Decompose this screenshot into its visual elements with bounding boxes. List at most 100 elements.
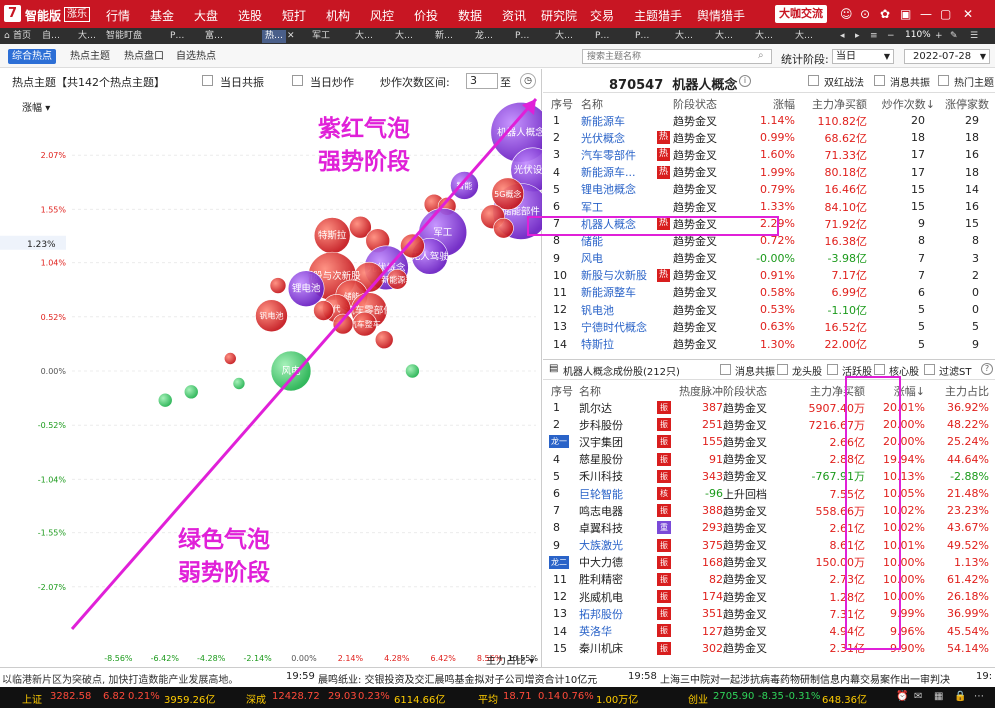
settings-icon[interactable]: ✿ [880, 7, 891, 21]
theme-search-input[interactable] [582, 49, 772, 64]
theme-row[interactable]: 9 风电 趋势金叉 -0.00% -3.98亿 7 3 [543, 250, 989, 267]
bubble-circle[interactable] [400, 233, 425, 259]
edition-badge[interactable]: 涨乐 [64, 7, 90, 22]
tab-16[interactable]: P… [635, 31, 650, 41]
stock-row[interactable]: 6 巨轮智能 核 -96 上升回档 7.55亿 10.05% 21.48% [543, 485, 989, 502]
minimize-icon[interactable]: — [920, 7, 932, 21]
search-icon[interactable]: ⌕ [758, 50, 764, 61]
theme-header-5[interactable]: 炒作次数↓ [881, 97, 935, 111]
bubble-circle[interactable] [313, 300, 334, 321]
stock-row-name[interactable]: 大族激光 [579, 539, 623, 553]
home-icon[interactable]: ⌂ [4, 31, 10, 41]
checkbox-filter-st[interactable] [924, 364, 935, 375]
theme-bubble[interactable]: 新能源车 [381, 268, 413, 290]
menu-jijin[interactable]: 基金 [150, 9, 175, 23]
tab-12[interactable]: 龙… [475, 31, 494, 41]
tab-8[interactable]: 军工 [312, 31, 331, 41]
menu-zhuti[interactable]: 主题猎手 [634, 9, 683, 23]
menu-xuangu[interactable]: 选股 [238, 9, 263, 23]
menu-jigou[interactable]: 机构 [326, 9, 351, 23]
target-icon[interactable]: ⊙ [860, 7, 871, 21]
stock-row-name[interactable]: 中大力德 [579, 556, 623, 570]
theme-bubble[interactable] [349, 215, 372, 239]
tab-menu-icon[interactable]: ☰ [970, 31, 979, 41]
tab-2[interactable]: 自… [42, 31, 61, 41]
subtab-zhuti[interactable]: 热点主题 [70, 51, 110, 62]
stock-row-name[interactable]: 汉宇集团 [579, 435, 623, 449]
stock-header-6[interactable]: 主力占比 [945, 384, 989, 398]
range-min-input[interactable]: 3 [466, 73, 498, 89]
sz-index-name[interactable]: 深成 [246, 695, 266, 706]
tab-4[interactable]: 智能盯盘 [106, 31, 143, 41]
theme-bubble[interactable]: 锂电池 [287, 270, 325, 307]
theme-row[interactable]: 8 储能 趋势金叉 0.72% 16.38亿 8 8 [543, 232, 989, 249]
theme-row-name[interactable]: 军工 [581, 200, 603, 214]
clock-icon[interactable]: ◷ [520, 73, 536, 89]
bubble-circle[interactable] [232, 377, 246, 390]
checkbox-resonance[interactable] [202, 75, 213, 86]
ticker-left-text[interactable]: 以临港新片区为突破点, 加快打造数能产业发展高地。 [2, 675, 239, 686]
sh-index-name[interactable]: 上证 [22, 695, 42, 706]
stock-header-5[interactable]: 涨幅↓ [893, 384, 925, 398]
menu-yanjiuyuan[interactable]: 研究院 [541, 9, 578, 23]
stock-header-2[interactable]: 热度脉冲 [679, 384, 723, 398]
theme-row[interactable]: 4 新能源车... 热趋势金叉 1.99% 80.18亿 17 18 [543, 164, 989, 181]
theme-row[interactable]: 1 新能源车 趋势金叉 1.14% 110.82亿 20 29 [543, 112, 989, 129]
lock-icon[interactable]: 🔒 [954, 691, 967, 702]
theme-row-name[interactable]: 储能 [581, 234, 603, 248]
menu-jiatou[interactable]: 价投 [414, 9, 439, 23]
theme-row-name[interactable]: 新能源整车 [581, 286, 636, 300]
tab-15[interactable]: P… [595, 31, 610, 41]
theme-row-name[interactable]: 特斯拉 [581, 338, 614, 352]
tab-tools-icon[interactable]: ✎ [950, 31, 958, 41]
tab-17[interactable]: 大… [675, 31, 694, 41]
theme-row-name[interactable]: 机器人概念 [581, 217, 636, 231]
tab-list-icon[interactable]: ≡ [870, 31, 878, 41]
menu-fengkong[interactable]: 风控 [370, 9, 395, 23]
theme-header-6[interactable]: 涨停家数 [945, 97, 989, 111]
ticker-news-2[interactable]: 上海三中院对一起涉抗病毒药物研制信息内幕交易案作出一审判决 [660, 675, 950, 686]
theme-header-3[interactable]: 涨幅 [773, 97, 795, 111]
tab-18[interactable]: 大… [715, 31, 734, 41]
stock-row-name[interactable]: 禾川科技 [579, 470, 623, 484]
subtab-zonghe[interactable]: 综合热点 [8, 49, 56, 64]
bubble-circle[interactable] [270, 350, 312, 392]
theme-row[interactable]: 6 军工 趋势金叉 1.33% 84.10亿 15 16 [543, 198, 989, 215]
stock-row[interactable]: 9 大族激光 振 375 趋势金叉 8.61亿 10.01% 49.52% [543, 537, 989, 554]
menu-dapan[interactable]: 大盘 [194, 9, 219, 23]
stock-row[interactable]: 龙一 汉宇集团 振 155 趋势金叉 2.66亿 20.00% 25.24% [543, 433, 989, 450]
theme-row-name[interactable]: 新能源车... [581, 166, 636, 180]
theme-bubble[interactable] [183, 384, 199, 400]
stock-header-1[interactable]: 名称 [579, 384, 601, 398]
menu-hangqing[interactable]: 行情 [106, 9, 131, 23]
theme-bubble[interactable] [405, 363, 420, 379]
tab-6[interactable]: 富… [205, 31, 224, 41]
stock-row[interactable]: 2 步科股份 振 251 趋势金叉 7216.67万 20.00% 48.22% [543, 416, 989, 433]
message-icon[interactable]: ✉ [914, 691, 923, 702]
checkbox-news[interactable] [720, 364, 731, 375]
layout-icon[interactable]: ▣ [900, 7, 912, 21]
stock-row[interactable]: 11 胜利精密 振 82 趋势金叉 2.73亿 10.00% 61.42% [543, 571, 989, 588]
ticker-news-1[interactable]: 晨鸣纸业: 交银投资及交汇晨鸣基金拟对子公司增资合计10亿元 [318, 675, 598, 686]
stock-row[interactable]: 4 慈星股份 振 91 趋势金叉 2.88亿 19.94% 44.64% [543, 451, 989, 468]
x-axis-select[interactable]: 主力占比 ▾ [486, 652, 534, 667]
theme-bubble[interactable]: 风电 [270, 350, 312, 392]
stock-header-0[interactable]: 序号 [551, 384, 573, 398]
user-icon[interactable]: ☺ [840, 7, 853, 21]
bubble-circle[interactable] [386, 268, 408, 290]
theme-bubble[interactable]: 5G概念 [491, 177, 525, 211]
theme-bubble[interactable] [232, 377, 246, 390]
tab-3[interactable]: 大… [78, 31, 97, 41]
live-room-button[interactable]: 大咖交流 [775, 5, 827, 23]
theme-row-name[interactable]: 新股与次新股 [581, 269, 647, 283]
bubble-circle[interactable] [405, 363, 420, 379]
tab-home[interactable]: 首页 [13, 31, 32, 41]
bubble-circle[interactable] [255, 299, 288, 333]
bubble-circle[interactable] [450, 171, 479, 200]
theme-header-1[interactable]: 名称 [581, 97, 603, 111]
stock-row[interactable]: 5 禾川科技 振 343 趋势金叉 -767.91万 10.13% -2.88% [543, 468, 989, 485]
stock-row-name[interactable]: 慈星股份 [579, 453, 623, 467]
theme-row[interactable]: 11 新能源整车 趋势金叉 0.58% 6.99亿 6 0 [543, 284, 989, 301]
tab-13[interactable]: P… [515, 31, 530, 41]
checkbox-double-red[interactable] [808, 75, 819, 86]
